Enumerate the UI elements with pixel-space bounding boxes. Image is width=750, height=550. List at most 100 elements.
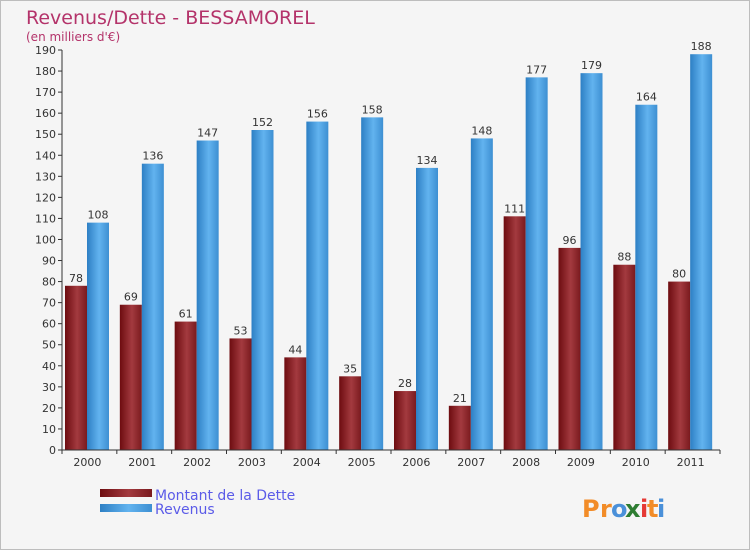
value-label-revenus: 156 <box>307 108 328 121</box>
chart-subtitle: (en milliers d'€) <box>26 30 120 44</box>
y-tick-label: 80 <box>42 276 56 289</box>
x-tick-label: 2003 <box>238 456 266 469</box>
value-label-revenus: 147 <box>197 127 218 140</box>
bar-revenus <box>141 163 164 450</box>
x-tick-label: 2002 <box>183 456 211 469</box>
y-tick-label: 180 <box>35 65 56 78</box>
logo-letter: t <box>647 495 658 523</box>
y-tick-label: 50 <box>42 339 56 352</box>
logo-letter: x <box>625 495 641 523</box>
x-axis: 2000 2001 2002 2003 2004 2005 2006 2007 2008 2009… <box>61 449 721 469</box>
legend-swatch-revenus <box>100 504 152 512</box>
value-label-dette: 96 <box>563 234 577 247</box>
bar-dette <box>339 376 362 450</box>
bar-dette <box>394 391 416 450</box>
bar-revenus <box>251 130 274 450</box>
value-label-revenus: 179 <box>581 59 602 72</box>
y-tick-label: 60 <box>42 318 56 331</box>
x-tick-label: 2008 <box>512 456 540 469</box>
bar-dette <box>65 285 87 450</box>
value-label-dette: 28 <box>398 377 412 390</box>
legend-label-dette: Montant de la Dette <box>155 488 295 504</box>
bars <box>65 54 713 451</box>
y-tick-label: 110 <box>35 212 56 225</box>
y-tick-label: 100 <box>35 233 56 246</box>
bar-revenus <box>306 121 329 450</box>
y-tick-label: 20 <box>42 402 56 415</box>
bar-revenus <box>87 222 109 450</box>
y-tick-label: 10 <box>42 423 56 436</box>
bar-revenus <box>580 73 603 450</box>
value-label-dette: 80 <box>672 268 686 281</box>
logo-letter: i <box>640 495 648 523</box>
value-label-revenus: 158 <box>362 103 383 116</box>
value-label-dette: 78 <box>69 272 83 285</box>
bar-revenus <box>416 167 438 451</box>
value-label-dette: 111 <box>504 202 525 215</box>
bar-dette <box>448 405 471 450</box>
logo-letter: o <box>611 495 628 523</box>
value-label-dette: 61 <box>179 308 193 321</box>
logo-letter: P <box>582 495 600 523</box>
value-label-revenus: 108 <box>88 209 109 222</box>
value-labels: 78 108 69 136 61 147 53 152 44 156 35 158 28 134 21 148… <box>69 40 712 405</box>
bar-revenus <box>690 54 713 451</box>
logo-letter: r <box>600 495 612 523</box>
value-label-dette: 69 <box>124 291 138 304</box>
value-label-dette: 44 <box>288 343 302 356</box>
bar-dette <box>613 264 636 450</box>
legend-swatch-dette <box>100 489 152 497</box>
y-tick-label: 90 <box>42 255 56 268</box>
value-label-revenus: 148 <box>471 124 492 137</box>
y-tick-label: 70 <box>42 297 56 310</box>
y-tick-label: 190 <box>35 44 56 57</box>
y-tick-label: 0 <box>49 444 56 457</box>
y-tick-label: 40 <box>42 360 56 373</box>
bar-dette <box>174 321 197 450</box>
x-tick-label: 2009 <box>567 456 595 469</box>
x-tick-label: 2001 <box>128 456 156 469</box>
bar-dette <box>668 281 691 450</box>
bar-dette <box>558 247 581 450</box>
value-label-revenus: 188 <box>691 40 712 53</box>
value-label-revenus: 177 <box>526 63 547 76</box>
y-tick-label: 150 <box>35 128 56 141</box>
bar-revenus <box>525 77 548 451</box>
bar-dette <box>229 338 252 450</box>
x-tick-label: 2006 <box>402 456 430 469</box>
value-label-revenus: 134 <box>417 154 438 167</box>
bar-revenus <box>470 138 493 450</box>
value-label-dette: 53 <box>234 324 248 337</box>
y-tick-label: 140 <box>35 149 56 162</box>
value-label-revenus: 136 <box>142 150 163 163</box>
x-tick-label: 2000 <box>73 456 101 469</box>
legend-label-revenus: Revenus <box>155 502 215 518</box>
value-label-dette: 88 <box>617 251 631 264</box>
y-tick-label: 160 <box>35 107 56 120</box>
chart-title: Revenus/Dette - BESSAMOREL <box>26 7 315 29</box>
x-tick-label: 2005 <box>348 456 376 469</box>
bar-dette <box>119 304 142 450</box>
bar-revenus <box>361 117 384 451</box>
x-tick-label: 2010 <box>622 456 650 469</box>
y-tick-label: 30 <box>42 381 56 394</box>
value-label-revenus: 164 <box>636 91 657 104</box>
y-axis: 0 10 20 30 40 50 60 70 80 90 100 110 120 130 140 150 160… <box>35 44 63 457</box>
value-label-revenus: 152 <box>252 116 273 129</box>
bar-dette <box>503 216 526 450</box>
y-tick-label: 120 <box>35 191 56 204</box>
bar-revenus <box>196 140 219 451</box>
value-label-dette: 35 <box>343 362 357 375</box>
x-tick-label: 2007 <box>457 456 485 469</box>
value-label-dette: 21 <box>453 392 467 405</box>
y-tick-label: 130 <box>35 170 56 183</box>
logo-letter: i <box>657 495 665 523</box>
x-tick-label: 2004 <box>293 456 321 469</box>
x-tick-label: 2011 <box>677 456 705 469</box>
y-tick-label: 170 <box>35 86 56 99</box>
bar-dette <box>284 357 307 450</box>
legend: Montant de la Dette Revenus <box>100 488 295 518</box>
bar-revenus <box>635 104 658 450</box>
